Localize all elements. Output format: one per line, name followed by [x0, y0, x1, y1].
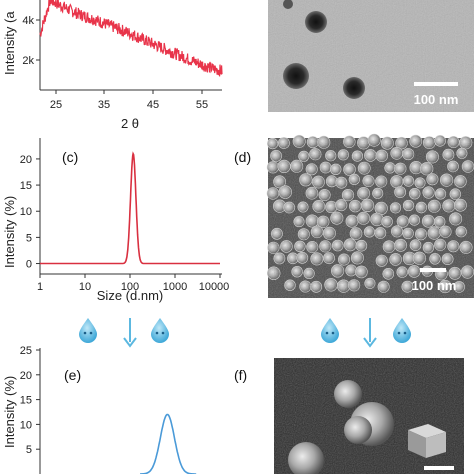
arrow-down-icon — [363, 318, 377, 348]
microsphere — [344, 416, 372, 444]
panel-c-xtick: 10000 — [199, 281, 230, 293]
panel-d-label: (d) — [234, 149, 251, 165]
panel-e: (e) Intensity (%) 5 10 15 20 25 — [2, 345, 197, 474]
microsphere — [334, 380, 362, 408]
panel-e-ytick: 15 — [20, 395, 32, 407]
tem-scale-label: 100 nm — [414, 92, 459, 107]
panel-c-xtick: 10 — [79, 281, 91, 293]
tem-scale-bar — [414, 82, 458, 86]
panel-a-ytick: 2k — [22, 55, 34, 67]
panel-c-ytick: 10 — [20, 206, 32, 218]
panel-c-xtick: 1000 — [163, 281, 187, 293]
panel-c-xlabel: Size (d.nm) — [97, 288, 163, 303]
droplet-icon — [321, 318, 339, 343]
panel-e-ylabel: Intensity (%) — [2, 376, 17, 448]
tem-particle — [283, 63, 309, 89]
microsphere — [288, 442, 324, 474]
cube-crystal — [408, 424, 446, 458]
dls-series-line — [139, 413, 197, 474]
arrow-down-icon — [123, 318, 137, 348]
xrd-series-line — [39, 0, 223, 77]
panel-a-xtick: 25 — [50, 99, 62, 111]
sem-scale-label: 100 nm — [412, 278, 457, 293]
panel-e-ytick: 20 — [20, 370, 32, 382]
sem-scale-bar — [420, 268, 446, 272]
droplet-icon — [393, 318, 411, 343]
panel-e-ytick: 25 — [20, 345, 32, 357]
panel-a-xtick: 55 — [196, 99, 208, 111]
panel-a-ytick: 4k — [22, 15, 34, 27]
panel-f: (f) — [234, 358, 464, 474]
panel-c-ytick: 20 — [20, 154, 32, 166]
tem-particle — [283, 0, 293, 9]
transition-row — [79, 318, 411, 348]
tem-particle — [343, 77, 365, 99]
panel-c-ytick: 5 — [26, 232, 32, 244]
sem-scale-bar — [424, 466, 454, 470]
panel-c-ytick: 0 — [26, 259, 32, 271]
tem-particle — [305, 11, 327, 33]
panel-e-ytick: 10 — [20, 419, 32, 431]
panel-a-xtick: 45 — [147, 99, 159, 111]
panel-c-xtick: 1 — [37, 281, 43, 293]
panel-a-ylabel: Intensity (a — [2, 11, 17, 75]
panel-a-xlabel: 2 θ — [121, 116, 139, 131]
panel-c-ytick: 15 — [20, 180, 32, 192]
panel-d: (d) 100 nm — [234, 133, 474, 298]
panel-c-label: (c) — [62, 149, 78, 165]
dls-series-line — [40, 151, 220, 265]
panel-c: (c) Intensity (%) 0 5 10 15 20 1 10 100 1000 100… — [2, 138, 229, 303]
panel-e-ytick: 5 — [26, 444, 32, 456]
droplet-icon — [79, 318, 97, 343]
panel-c-xtick: 100 — [121, 281, 139, 293]
droplet-icon — [151, 318, 169, 343]
panel-a: Intensity (a 4k 2k 25 35 45 55 2 θ — [2, 0, 223, 131]
panel-e-label: (e) — [64, 367, 81, 383]
panel-b: 100 nm — [268, 0, 474, 112]
panel-f-label: (f) — [234, 367, 247, 383]
panel-a-xtick: 35 — [98, 99, 110, 111]
panel-c-ylabel: Intensity (%) — [2, 196, 17, 268]
